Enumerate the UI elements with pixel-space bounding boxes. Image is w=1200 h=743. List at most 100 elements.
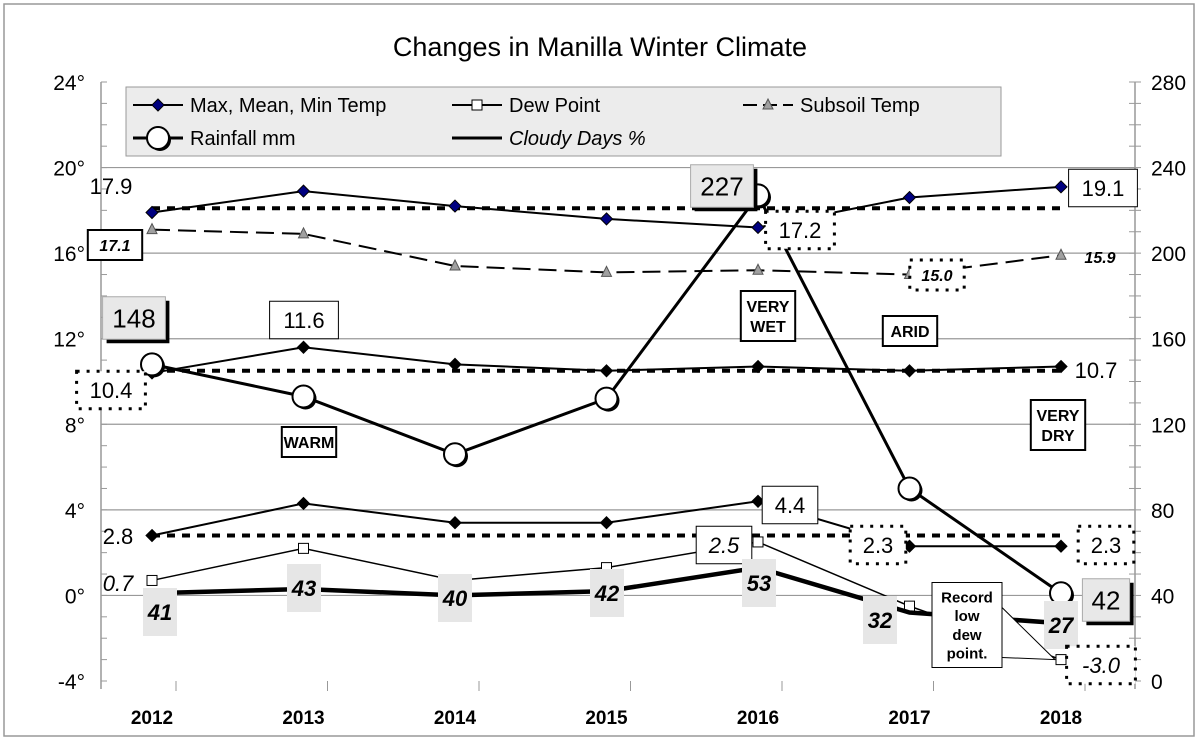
label-box-dotted [848, 524, 908, 566]
chart-title: Changes in Manilla Winter Climate [393, 32, 807, 62]
annotation: 0.7 [103, 571, 134, 596]
annotation-line: 11.6 [283, 308, 324, 333]
annotation-line: -3.0 [1082, 653, 1121, 678]
label-shade [287, 564, 321, 612]
annotation-line: 15.0 [921, 268, 952, 285]
legend-entry: Dew Point [509, 95, 601, 117]
data-point [296, 496, 311, 511]
annotation-line: 148 [112, 303, 155, 333]
left-tick-label: 0° [65, 585, 85, 608]
label-box [761, 485, 819, 525]
right-tick-label: 280 [1151, 72, 1186, 95]
annotation-line: 40 [442, 586, 468, 611]
annotation-line: 15.9 [1084, 250, 1115, 267]
annotation: 11.6 [269, 300, 339, 340]
annotation: 227 [690, 164, 758, 212]
annotation: 2.5 [695, 525, 753, 565]
right-tick-label: 240 [1151, 158, 1186, 181]
left-tick-label: 4° [65, 500, 85, 523]
annotation: 19.1 [1068, 168, 1138, 208]
annotation-text: 2.8 [103, 524, 134, 549]
data-point [296, 340, 311, 354]
label-shade [742, 559, 776, 607]
x-tick-label: 2015 [585, 708, 628, 729]
right-tick-label: 200 [1151, 243, 1186, 266]
annotation-text: VERY DRY [1037, 408, 1080, 445]
right-tick-label: 80 [1151, 500, 1174, 523]
annotation: WARM [280, 426, 338, 458]
annotation-line: 53 [747, 571, 771, 596]
data-point [752, 536, 764, 548]
annotation-line: dew [952, 627, 982, 644]
data-point [448, 515, 462, 530]
data-point [448, 357, 462, 372]
legend-triangle-icon [762, 97, 774, 110]
annotation-text: 15.9 [1084, 250, 1115, 267]
right-tick-label: 40 [1151, 585, 1174, 608]
right-tick-label: 0 [1151, 671, 1163, 694]
annotation-text: 17.9 [90, 174, 133, 199]
data-point [145, 528, 159, 543]
data-point [1054, 539, 1068, 553]
legend-entry: Subsoil Temp [800, 95, 920, 117]
annotation: 15.9 [1084, 250, 1115, 267]
annotation-text: 43 [291, 576, 316, 601]
annotation: ARID [881, 315, 939, 347]
label-box [690, 164, 754, 208]
label-box [1081, 578, 1131, 622]
data-point [599, 515, 614, 530]
data-point [599, 364, 614, 378]
data-point [751, 220, 765, 235]
label-box [102, 296, 166, 340]
annotation-text: 17.1 [99, 238, 130, 255]
annotation: 43 [287, 564, 321, 612]
annotation-line: 42 [594, 581, 620, 606]
legend-circle-icon [146, 126, 170, 150]
label-box [931, 582, 1003, 668]
label-box-dotted [1076, 524, 1136, 566]
data-point [298, 542, 309, 554]
annotation: 53 [742, 559, 776, 607]
data-point [145, 205, 159, 220]
x-tick-label: 2013 [282, 708, 324, 729]
annotation-text: 40 [442, 586, 468, 611]
annotation-line: 43 [291, 576, 316, 601]
data-point [140, 352, 164, 377]
left-tick-label: 24° [53, 72, 85, 95]
annotation: 17.9 [90, 174, 133, 199]
data-point [751, 359, 765, 374]
annotation-line: 17.9 [90, 174, 133, 199]
right-tick-label: 120 [1151, 414, 1186, 437]
annotation-line: 27 [1048, 613, 1075, 638]
annotation-text: Record low dew point. [941, 589, 993, 662]
annotation-line: VERY [1037, 408, 1080, 425]
label-box-dotted [908, 258, 966, 292]
annotation-line: 42 [1092, 585, 1121, 615]
annotation-text: 15.0 [921, 268, 952, 285]
annotation-text: -3.0 [1082, 653, 1121, 678]
annotation: 148 [102, 296, 170, 344]
annotation: 17.2 [764, 209, 836, 251]
x-tick-label: 2018 [1040, 708, 1082, 729]
label-box [1029, 399, 1087, 451]
annotation: 10.7 [1075, 358, 1118, 383]
callout-pointer [1001, 607, 1057, 661]
annotation-line: DRY [1041, 428, 1075, 445]
data-point [1049, 581, 1073, 606]
annotation-line: 2.3 [863, 533, 894, 558]
annotation-line: 4.4 [775, 493, 806, 518]
data-point [146, 574, 158, 586]
annotation-line: low [955, 608, 980, 625]
annotation-line: 10.7 [1075, 358, 1118, 383]
annotation: 17.1 [86, 229, 144, 261]
legend-entry: Cloudy Days % [509, 128, 646, 150]
annotation-text: 17.2 [779, 218, 822, 243]
annotation-line: 41 [147, 600, 172, 625]
data-point [448, 199, 462, 213]
annotation: VERY DRY [1029, 399, 1087, 451]
label-shade [590, 569, 624, 617]
annotation-text: 11.6 [283, 308, 324, 333]
annotation-text: 2.3 [863, 533, 894, 558]
annotation-line: 2.3 [1091, 533, 1122, 558]
